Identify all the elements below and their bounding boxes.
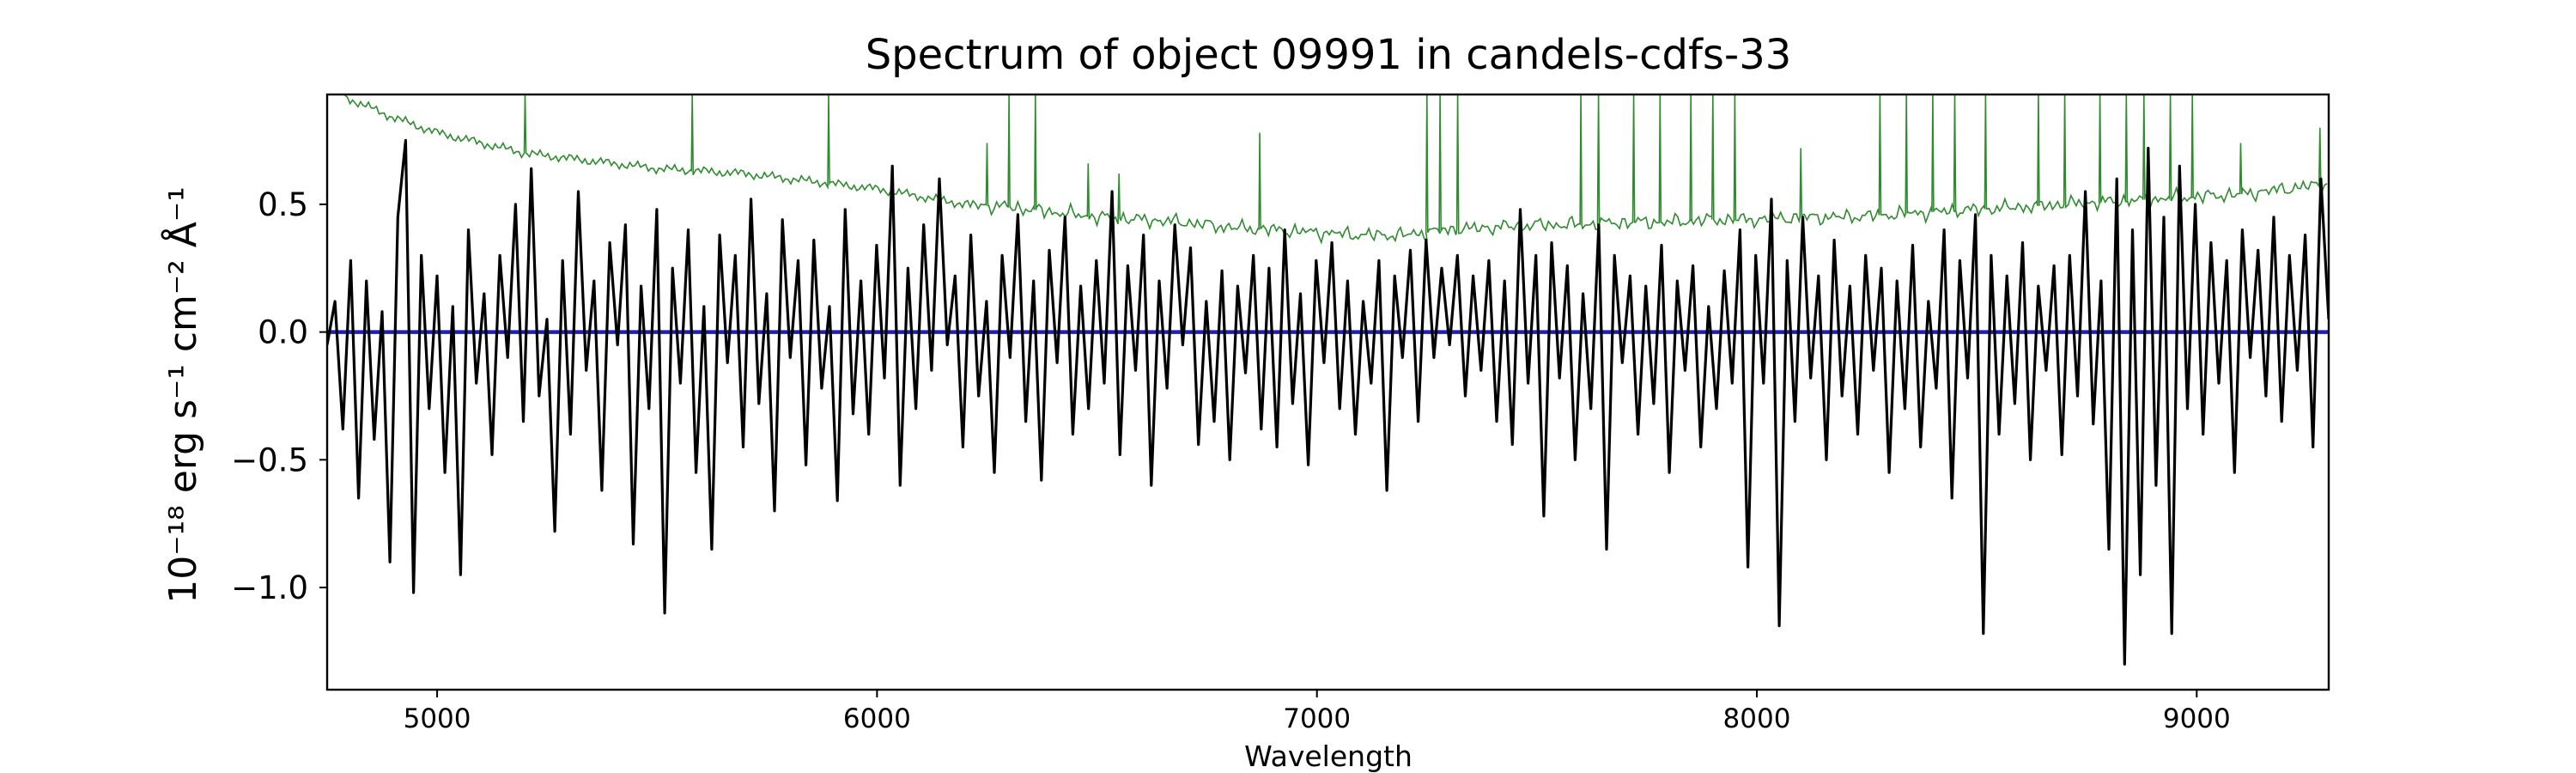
chart-title: Spectrum of object 09991 in candels-cdfs… bbox=[866, 31, 1792, 79]
y-tick-label: −1.0 bbox=[231, 569, 308, 606]
y-tick-label: 0.0 bbox=[258, 314, 308, 351]
x-tick-label: 7000 bbox=[1283, 703, 1351, 734]
y-tick-label: 0.5 bbox=[258, 186, 308, 223]
x-tick-label: 8000 bbox=[1723, 703, 1791, 734]
y-axis: 0.5 0.0 −0.5 −1.0 bbox=[231, 186, 327, 606]
x-axis: 5000 6000 7000 8000 9000 bbox=[404, 690, 2231, 734]
x-tick-label: 9000 bbox=[2163, 703, 2231, 734]
y-tick-label: −0.5 bbox=[231, 441, 308, 478]
x-axis-label: Wavelength bbox=[1244, 740, 1413, 773]
x-tick-label: 6000 bbox=[843, 703, 911, 734]
error-spectrum-line bbox=[344, 94, 2328, 245]
flux-spectrum-line bbox=[327, 138, 2329, 666]
x-tick-label: 5000 bbox=[404, 703, 471, 734]
y-axis-label: 10⁻¹⁸ erg s⁻¹ cm⁻² Å⁻¹ bbox=[160, 186, 205, 603]
axes-frame bbox=[325, 93, 2330, 691]
plot-area bbox=[327, 94, 2329, 666]
